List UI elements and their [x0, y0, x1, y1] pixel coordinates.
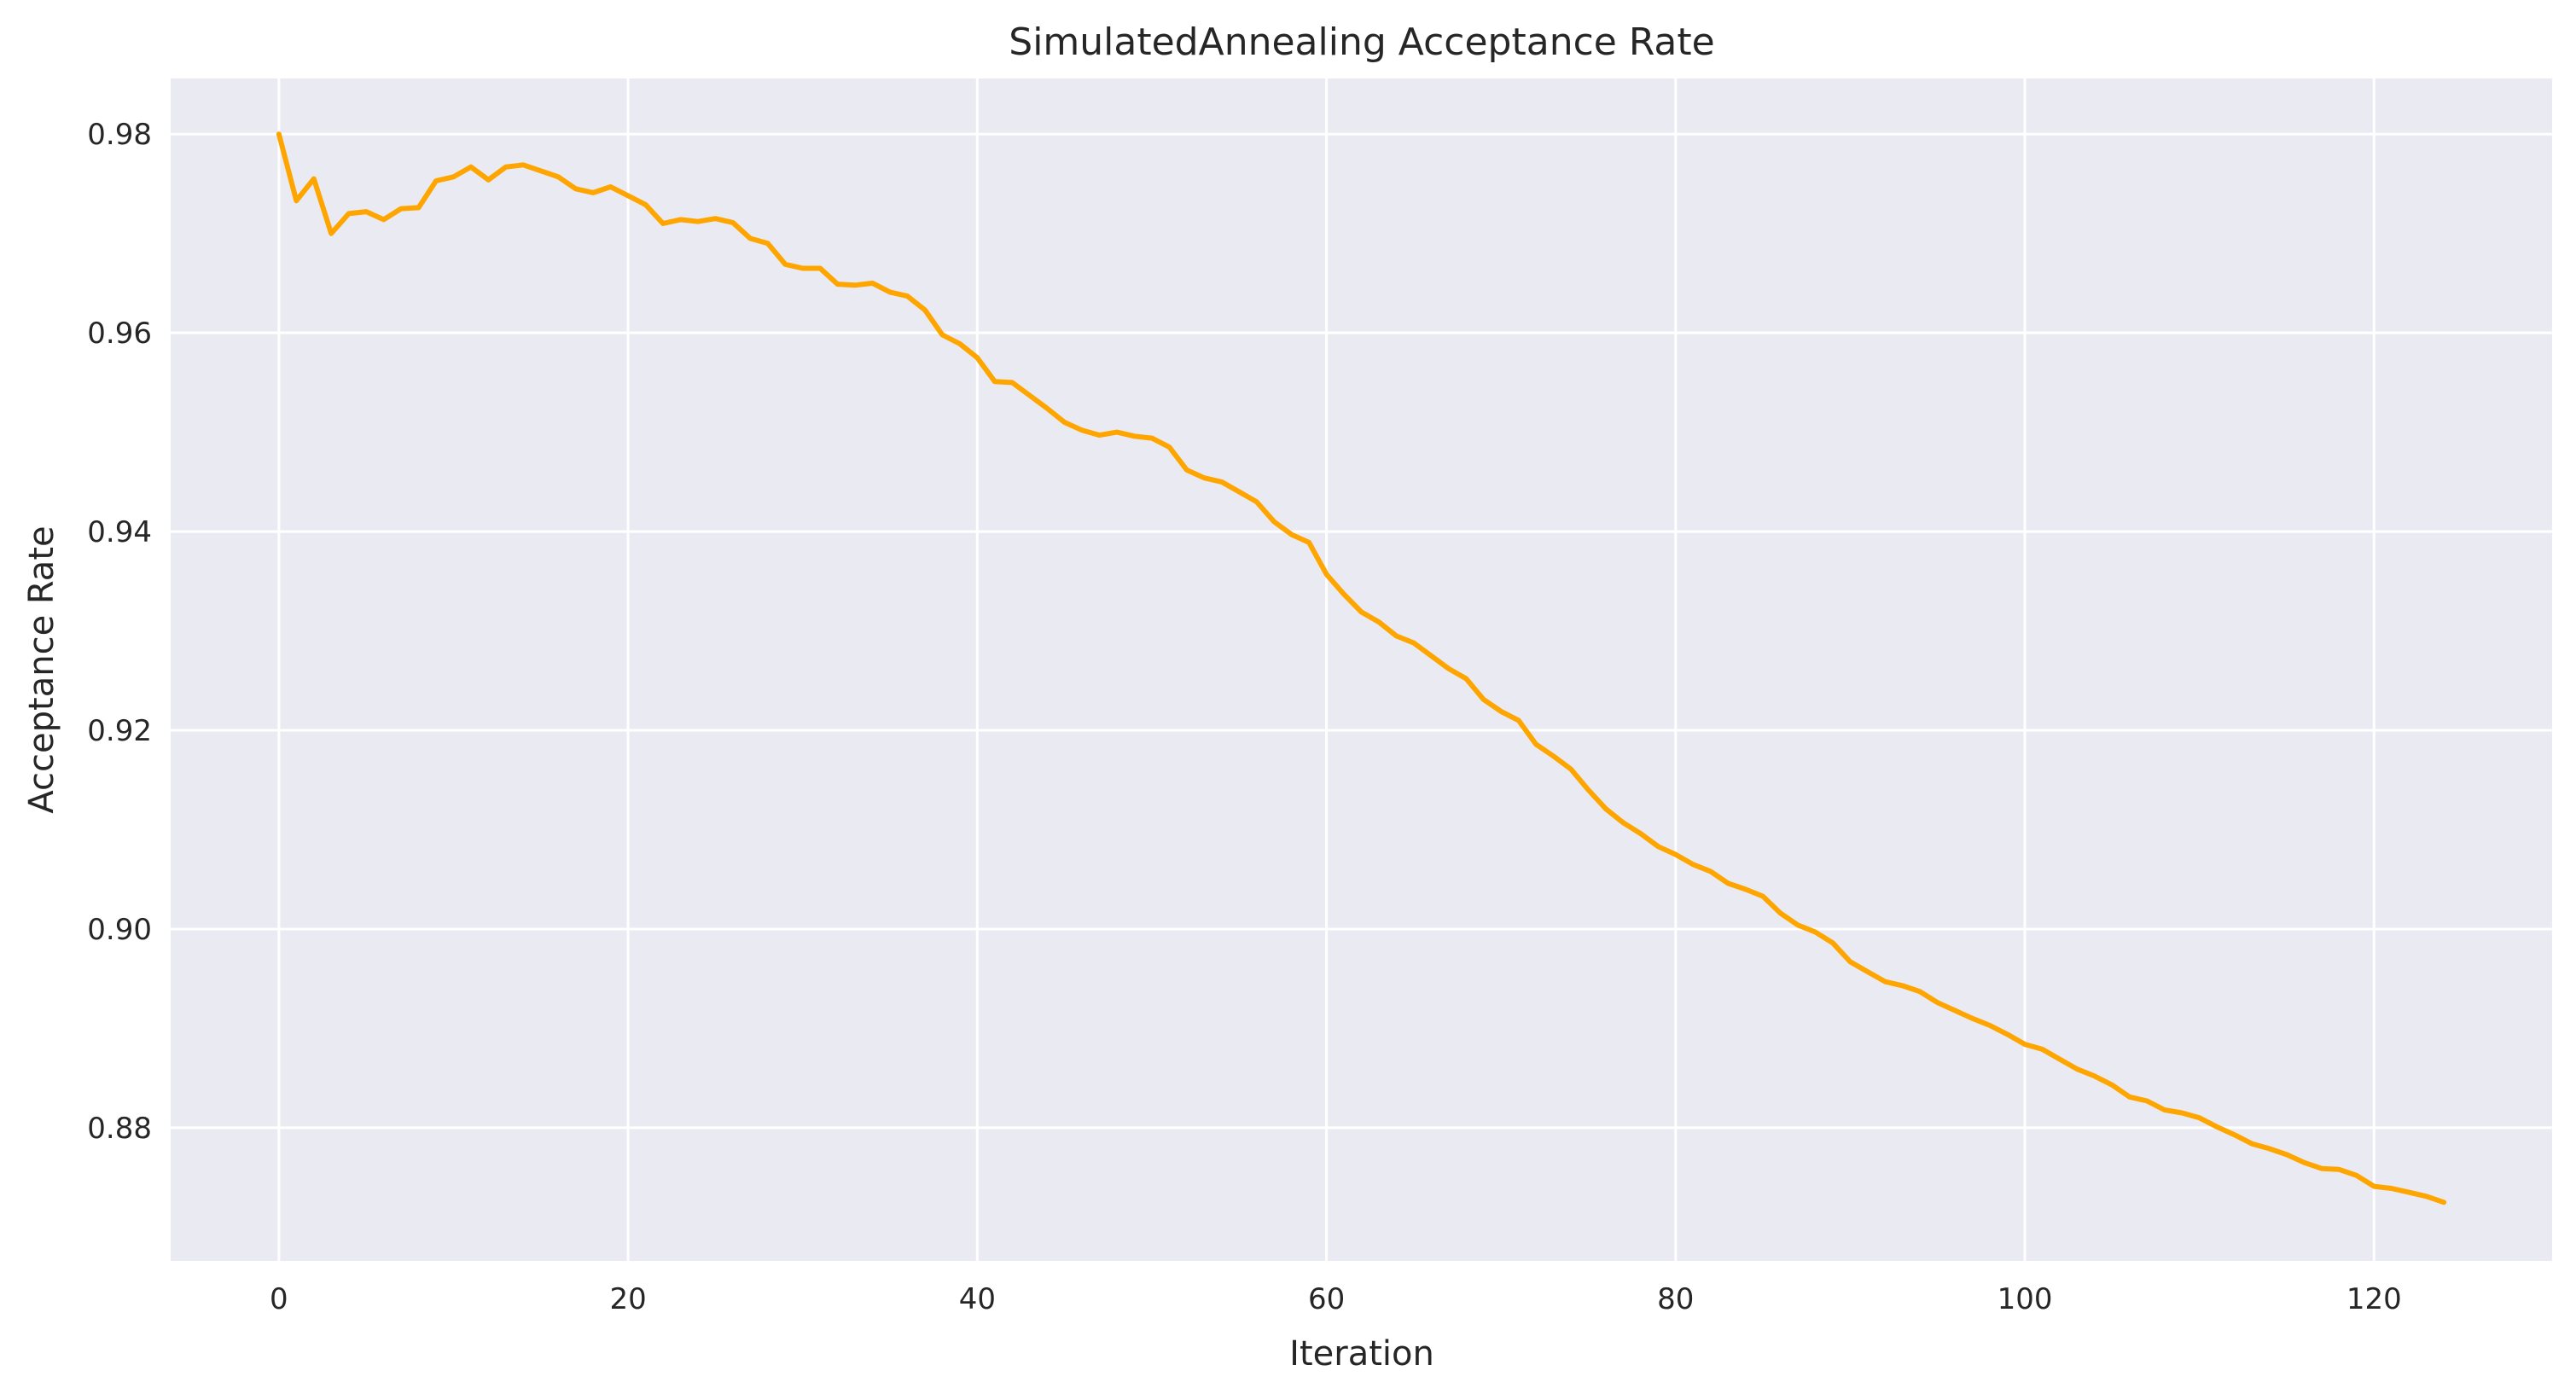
x-tick-label: 0	[270, 1282, 288, 1316]
grid-lines	[171, 78, 2552, 1261]
y-tick-label: 0.96	[87, 317, 152, 351]
x-tick-label: 60	[1308, 1282, 1345, 1316]
series-layer	[276, 131, 2447, 1205]
x-tick-labels: 0 20 40 60 80 100 120	[270, 1282, 2402, 1316]
acceptance-rate-line	[276, 131, 2447, 1205]
y-tick-labels: 0.88 0.90 0.92 0.94 0.96 0.98	[87, 118, 152, 1146]
y-tick-label: 0.90	[87, 913, 152, 947]
x-tick-label: 80	[1657, 1282, 1694, 1316]
x-tick-label: 40	[959, 1282, 996, 1316]
y-tick-label: 0.92	[87, 714, 152, 748]
x-tick-label: 100	[1997, 1282, 2053, 1316]
plot-area-background	[171, 78, 2552, 1261]
y-tick-label: 0.88	[87, 1112, 152, 1146]
x-tick-label: 20	[609, 1282, 646, 1316]
y-tick-label: 0.94	[87, 515, 152, 549]
x-tick-label: 120	[2346, 1282, 2402, 1316]
chart-title: SimulatedAnnealing Acceptance Rate	[1009, 20, 1714, 64]
y-tick-label: 0.98	[87, 118, 152, 152]
y-axis-label: Acceptance Rate	[22, 526, 61, 813]
x-axis-label: Iteration	[1289, 1334, 1434, 1374]
